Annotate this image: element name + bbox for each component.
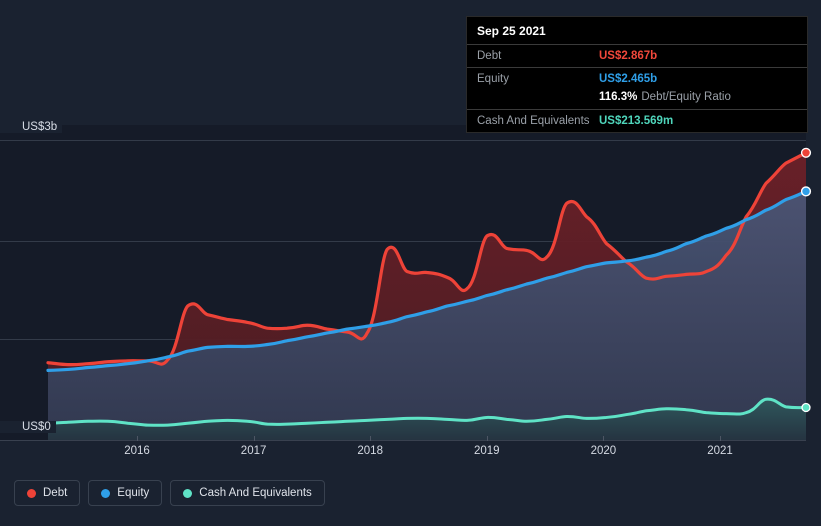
legend-label-cash: Cash And Equivalents bbox=[199, 487, 312, 499]
legend-item-equity[interactable]: Equity bbox=[88, 480, 163, 506]
tooltip-label-equity: Equity bbox=[477, 73, 509, 85]
tooltip-row-cash: Cash And Equivalents US$213.569m bbox=[467, 109, 807, 132]
equity-line bbox=[46, 189, 806, 372]
tooltip-value-debt: US$2.867b bbox=[599, 50, 658, 62]
debt-endpoint-marker bbox=[800, 147, 812, 158]
x-axis-tick bbox=[370, 436, 372, 441]
legend-label-equity: Equity bbox=[117, 487, 150, 499]
series-group bbox=[0, 140, 806, 440]
x-axis-label-2020: 2020 bbox=[590, 445, 617, 457]
legend-label-debt: Debt bbox=[43, 487, 68, 499]
tooltip-row-debt: Debt US$2.867b bbox=[467, 44, 807, 67]
chart-legend: Debt Equity Cash And Equivalents bbox=[14, 480, 325, 506]
x-axis-tick bbox=[137, 436, 138, 441]
equity-endpoint-marker bbox=[800, 186, 812, 197]
y-axis-label-zero: US$0 bbox=[0, 421, 56, 433]
tooltip-row-ratio: 116.3% Debt/Equity Ratio bbox=[467, 90, 807, 109]
x-axis-tick bbox=[720, 436, 721, 441]
x-axis-label-2018: 2018 bbox=[357, 445, 383, 457]
debt-line bbox=[46, 151, 806, 367]
x-axis-tick bbox=[486, 436, 488, 441]
tooltip-row-equity: Equity US$2.465b bbox=[467, 67, 807, 90]
tooltip-value-equity: US$2.465b bbox=[599, 73, 658, 85]
cash-line bbox=[46, 397, 806, 427]
x-axis-label-2021: 2021 bbox=[707, 445, 733, 457]
data-tooltip: Sep 25 2021 Debt US$2.867b Equity US$2.4… bbox=[466, 16, 808, 133]
x-axis-label-2016: 2016 bbox=[124, 445, 150, 457]
legend-item-debt[interactable]: Debt bbox=[14, 480, 81, 506]
x-axis-tick bbox=[603, 436, 605, 441]
x-axis-label-2019: 2019 bbox=[474, 445, 500, 457]
legend-dot-cash bbox=[183, 488, 193, 498]
cash-endpoint-marker bbox=[801, 402, 811, 413]
x-axis-line bbox=[0, 440, 806, 441]
tooltip-label-debt: Debt bbox=[477, 50, 502, 62]
tooltip-ratio-value: 116.3% bbox=[599, 91, 638, 103]
tooltip-label-cash: Cash And Equivalents bbox=[477, 115, 590, 127]
legend-dot-equity bbox=[101, 488, 111, 498]
equity-area bbox=[48, 191, 806, 440]
tooltip-value-cash: US$213.569m bbox=[599, 115, 674, 127]
legend-item-cash[interactable]: Cash And Equivalents bbox=[170, 480, 325, 506]
x-axis-tick bbox=[253, 436, 255, 441]
y-axis-label-top: US$3b bbox=[0, 121, 63, 133]
tooltip-ratio-label: Debt/Equity Ratio bbox=[641, 91, 731, 103]
tooltip-date: Sep 25 2021 bbox=[477, 24, 546, 38]
legend-dot-debt bbox=[27, 488, 36, 498]
x-axis-label-2017: 2017 bbox=[240, 445, 267, 457]
